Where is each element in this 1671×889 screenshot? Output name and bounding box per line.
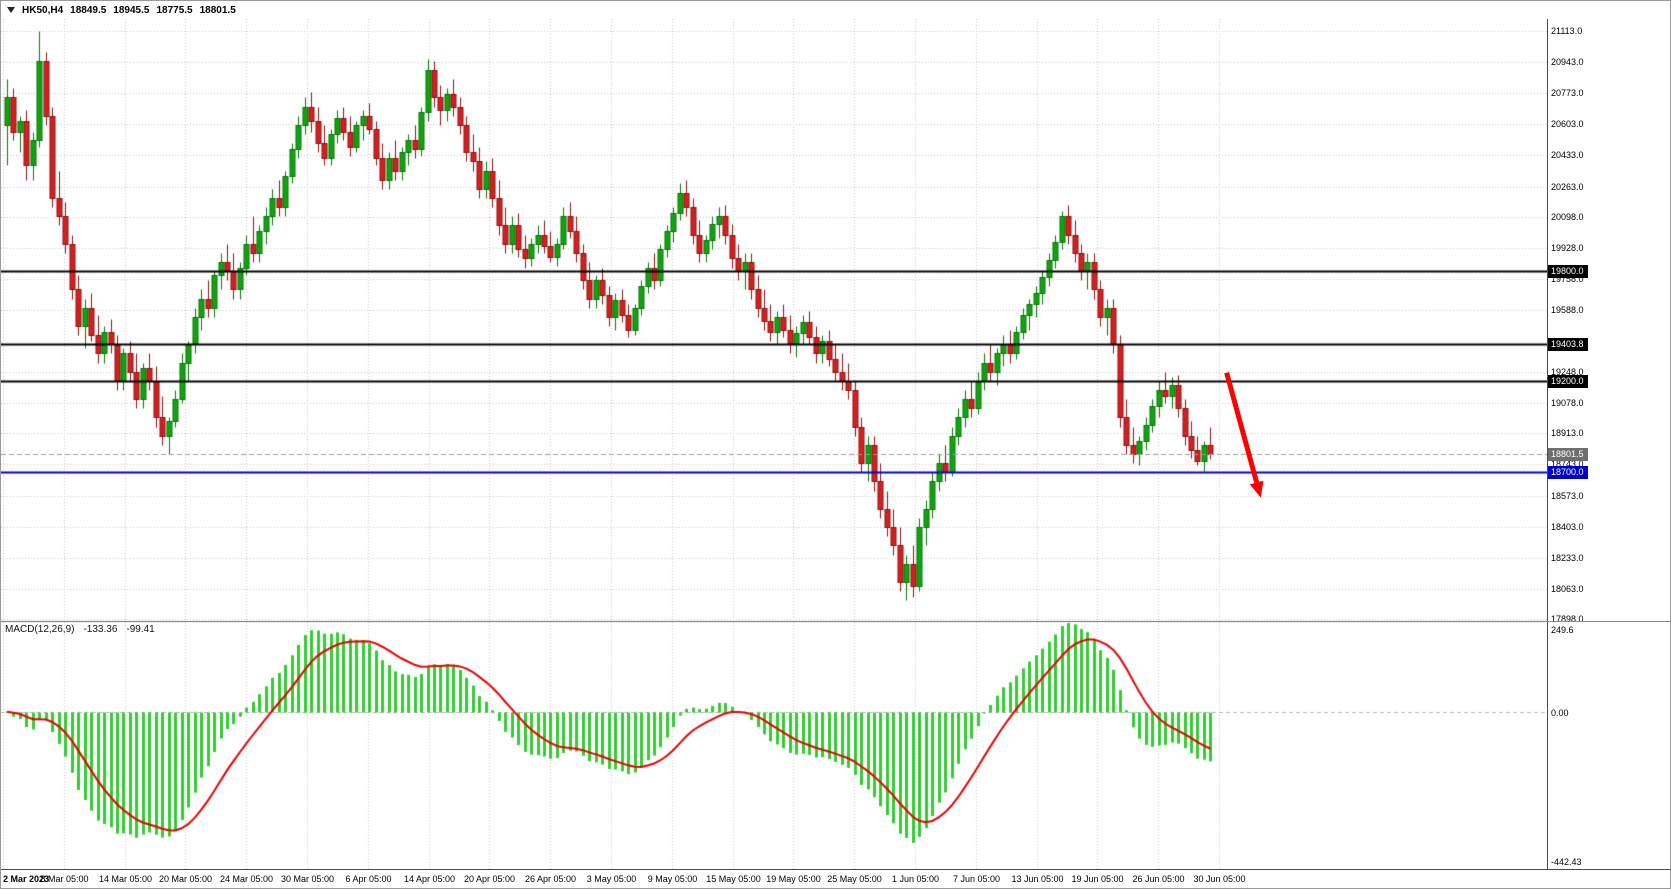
macd-name: MACD(12,26,9): [5, 624, 75, 635]
quote-close: 18801.5: [199, 4, 236, 16]
trend-arrow-annotation[interactable]: [1, 19, 1547, 869]
price-tick-label: 20263.0: [1551, 181, 1584, 192]
time-axis-label: 7 Jun 05:00: [952, 874, 1001, 884]
price-tick-label: 18403.0: [1551, 521, 1584, 532]
price-tick-label: 20433.0: [1551, 150, 1584, 161]
macd-axis-label: -442.43: [1551, 857, 1582, 867]
macd-axis-label: 0.00: [1551, 707, 1569, 718]
time-axis-label: 1 Jun 05:00: [891, 874, 940, 884]
time-axis-label: 6 Apr 05:00: [345, 874, 392, 884]
time-axis-label: 26 Jun 05:00: [1132, 874, 1185, 884]
macd-signal-value: -99.41: [126, 624, 155, 635]
time-axis-label: 2 Mar 2023: [3, 874, 50, 884]
price-tick-label: 18743.0: [1551, 459, 1584, 470]
quote-low: 18775.5: [156, 4, 193, 16]
price-tick-label: 18063.0: [1551, 583, 1584, 594]
time-axis-label: 25 May 05:00: [827, 874, 882, 884]
symbol-timeframe: HK50,H4: [22, 4, 64, 16]
price-level-tag: 19200.0: [1548, 374, 1588, 388]
time-axis-label: 13 Jun 05:00: [1011, 874, 1064, 884]
price-tick-label: 20603.0: [1551, 119, 1584, 130]
time-axis-label: 30 Jun 05:00: [1193, 874, 1246, 884]
quote-bar: HK50,H4 18849.5 18945.5 18775.5 18801.5: [1, 1, 1670, 19]
price-tick-label: 19248.0: [1551, 367, 1584, 378]
candlestick-chart[interactable]: MACD(12,26,9) -133.36 -99.41: [1, 19, 1547, 869]
time-axis-label: 9 May 05:00: [647, 874, 698, 884]
price-tick-label: 20098.0: [1551, 211, 1584, 222]
time-axis-label: 19 Jun 05:00: [1071, 874, 1124, 884]
price-tick-label: 19928.0: [1551, 242, 1584, 253]
quote-high: 18945.5: [113, 4, 150, 16]
time-axis-label: 8 Mar 05:00: [40, 874, 89, 884]
macd-indicator-label: MACD(12,26,9) -133.36 -99.41: [5, 624, 155, 635]
price-tick-label: 18573.0: [1551, 490, 1584, 501]
time-axis-label: 26 Apr 05:00: [524, 874, 577, 884]
time-axis-label: 20 Apr 05:00: [463, 874, 516, 884]
price-tick-label: 18233.0: [1551, 552, 1584, 563]
time-axis-label: 19 May 05:00: [766, 874, 821, 884]
price-level-tag: 18700.0: [1548, 466, 1588, 480]
chart-menu-icon[interactable]: [7, 7, 15, 13]
arrow-shaft[interactable]: [1224, 372, 1260, 484]
price-tick-label: 20943.0: [1551, 57, 1584, 68]
chart-canvas[interactable]: [1, 19, 1547, 869]
price-tick-label: 21113.0: [1551, 26, 1583, 37]
price-tick-label: 19078.0: [1551, 398, 1584, 409]
panel-divider[interactable]: [1, 621, 1670, 622]
time-axis[interactable]: 2 Mar 2023 8 Mar 05:00 14 Mar 05:00 20 Mar …: [1, 869, 1670, 888]
macd-axis-label: 249.6: [1551, 625, 1574, 635]
macd-main-value: -133.36: [83, 624, 118, 635]
price-tick-label: 19758.0: [1551, 273, 1584, 284]
price-tick-label: 17898.0: [1551, 613, 1584, 624]
arrow-head[interactable]: [1249, 480, 1264, 498]
time-axis-label: 20 Mar 05:00: [158, 874, 213, 884]
price-tick-label: 19588.0: [1551, 304, 1584, 315]
price-tick-label: 18913.0: [1551, 428, 1584, 439]
time-axis-label: 15 May 05:00: [706, 874, 761, 884]
time-axis-label: 30 Mar 05:00: [280, 874, 335, 884]
time-axis-label: 3 May 05:00: [586, 874, 637, 884]
time-axis-label: 14 Mar 05:00: [98, 874, 153, 884]
price-axis[interactable]: 21113.0 20943.0 20773.0 20603.0 20433.0 20263…: [1547, 19, 1670, 869]
time-axis-label: 14 Apr 05:00: [403, 874, 456, 884]
quote-open: 18849.5: [70, 4, 107, 16]
price-level-tag: 19800.0: [1548, 265, 1588, 279]
price-level-tag: 18801.5: [1548, 447, 1588, 461]
time-axis-label: 24 Mar 05:00: [219, 874, 274, 884]
price-tick-label: 20773.0: [1551, 88, 1584, 99]
price-level-tag: 19403.8: [1548, 337, 1588, 351]
